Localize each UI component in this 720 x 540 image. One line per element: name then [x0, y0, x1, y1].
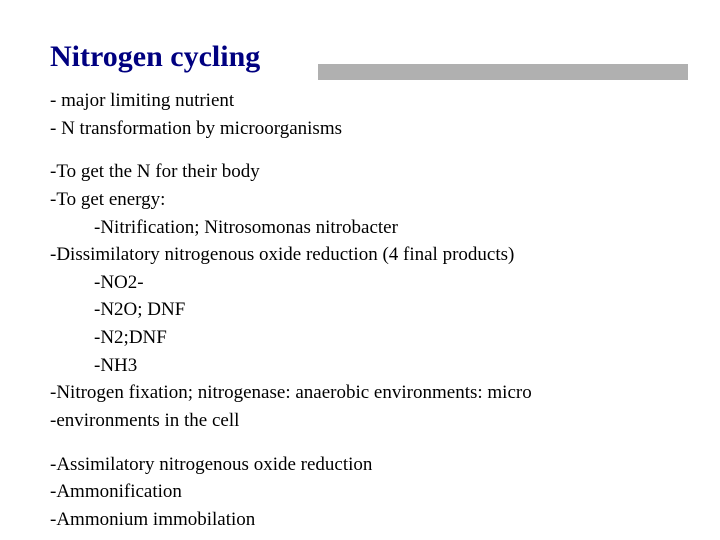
- body-line: -Nitrogen fixation; nitrogenase: anaerob…: [50, 380, 670, 406]
- body-line: -To get the N for their body: [50, 159, 670, 185]
- body-line-indented: -Nitrification; Nitrosomonas nitrobacter: [50, 215, 670, 241]
- title-row: Nitrogen cycling: [50, 40, 670, 74]
- body-line-indented: -N2;DNF: [50, 325, 670, 351]
- body-line-indented: -NO2-: [50, 270, 670, 296]
- slide-title: Nitrogen cycling: [50, 40, 260, 74]
- body-line: -Assimilatory nitrogenous oxide reductio…: [50, 452, 670, 478]
- body-line: -Dissimilatory nitrogenous oxide reducti…: [50, 242, 670, 268]
- spacer: [50, 143, 670, 159]
- body-line: - N transformation by microorganisms: [50, 116, 670, 142]
- body-line: -Ammonium immobilation: [50, 507, 670, 533]
- body-line: -To get energy:: [50, 187, 670, 213]
- slide-container: Nitrogen cycling - major limiting nutrie…: [0, 0, 720, 540]
- title-accent-bar: [318, 64, 688, 80]
- spacer: [50, 436, 670, 452]
- body-line-indented: -NH3: [50, 353, 670, 379]
- slide-body: - major limiting nutrient - N transforma…: [50, 88, 670, 533]
- body-line: -environments in the cell: [50, 408, 670, 434]
- body-line: -Ammonification: [50, 479, 670, 505]
- body-line-indented: -N2O; DNF: [50, 297, 670, 323]
- body-line: - major limiting nutrient: [50, 88, 670, 114]
